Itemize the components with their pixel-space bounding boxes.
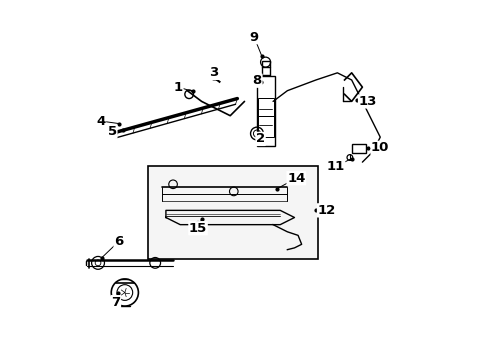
Text: 12: 12 xyxy=(317,204,335,217)
Text: 15: 15 xyxy=(188,222,207,235)
Circle shape xyxy=(257,80,261,84)
Bar xyxy=(257,76,274,146)
Text: 1: 1 xyxy=(174,81,183,94)
Bar xyxy=(148,166,317,258)
Bar xyxy=(258,116,273,137)
Text: 3: 3 xyxy=(209,66,218,79)
Text: 2: 2 xyxy=(256,132,264,145)
Bar xyxy=(351,144,365,153)
Text: 4: 4 xyxy=(96,114,105,127)
Text: 8: 8 xyxy=(252,74,262,87)
Text: 5: 5 xyxy=(107,125,117,138)
Text: 11: 11 xyxy=(326,160,344,173)
Text: 14: 14 xyxy=(286,172,305,185)
Bar xyxy=(258,98,273,116)
Text: 7: 7 xyxy=(111,296,120,309)
Text: 9: 9 xyxy=(249,31,258,44)
Text: 10: 10 xyxy=(370,141,388,154)
Text: 6: 6 xyxy=(114,235,123,248)
Bar xyxy=(261,61,269,67)
Text: 13: 13 xyxy=(358,95,376,108)
